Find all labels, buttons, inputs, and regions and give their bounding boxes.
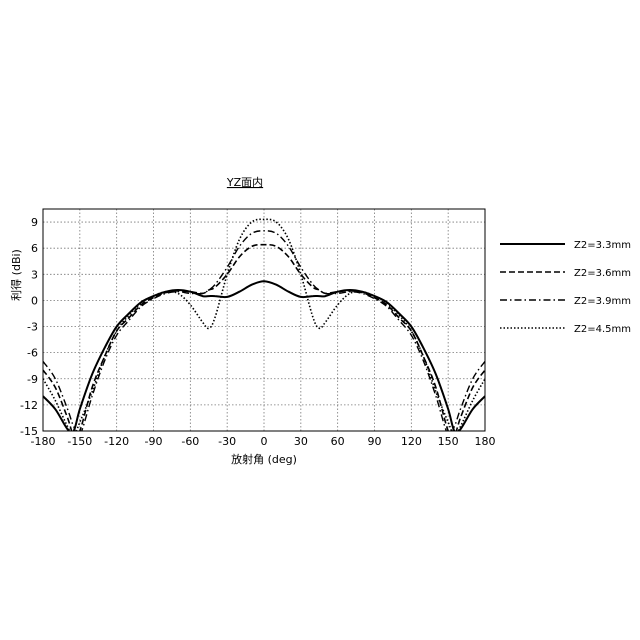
plot-area-frame [43,209,485,431]
y-tick-label: -15 [20,425,38,438]
x-tick-label: -150 [67,435,92,448]
x-tick-label: 120 [401,435,422,448]
chart-title: YZ面内 [226,175,263,189]
x-tick-label: -90 [145,435,163,448]
legend: Z2=3.3mm Z2=3.6mm Z2=3.9mm Z2=4.5mm [500,240,631,335]
y-tick-label: -6 [27,347,38,360]
x-tick-label: -60 [181,435,199,448]
y-tick-label: 3 [31,268,38,281]
x-axis-label: 放射角 (deg) [231,452,297,466]
y-tick-label: 0 [31,294,38,307]
y-tick-label: -3 [27,321,38,334]
y-tick-label: -9 [27,373,38,386]
legend-label-2: Z2=3.6mm [574,268,631,279]
x-tick-label: 60 [331,435,345,448]
x-tick-label: 0 [261,435,268,448]
x-tick-label: 150 [438,435,459,448]
y-tick-label: -12 [20,399,38,412]
x-tick-labels: -180-150-120-90-60-300306090120150180 [31,435,496,448]
y-tick-label: 9 [31,216,38,229]
legend-label-3: Z2=3.9mm [574,296,631,307]
y-tick-label: 6 [31,242,38,255]
x-tick-label: -30 [218,435,236,448]
x-tick-label: 30 [294,435,308,448]
legend-label-4: Z2=4.5mm [574,324,631,335]
x-tick-label: 180 [475,435,496,448]
x-tick-label: -120 [104,435,129,448]
y-axis-label: 利得 (dBi) [10,249,23,301]
x-tick-label: 90 [368,435,382,448]
legend-label-1: Z2=3.3mm [574,240,631,251]
grid [43,209,485,431]
